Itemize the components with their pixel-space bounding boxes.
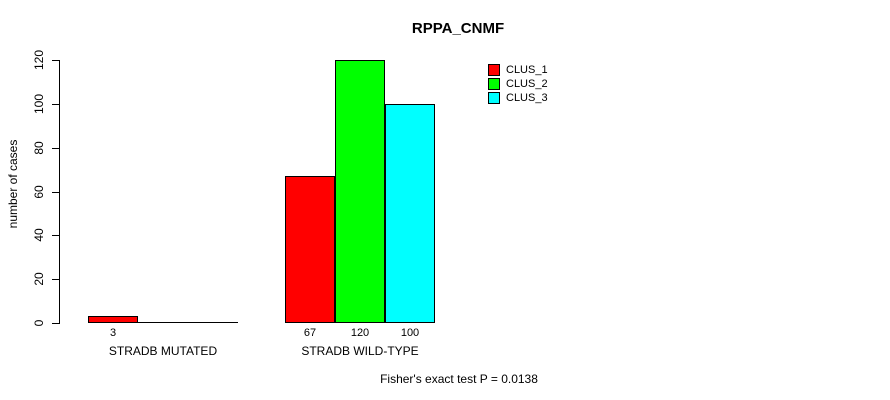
bar-clus-1-stradb-mutated (88, 316, 138, 323)
annotation-fishers-exact-test: Fisher's exact test P = 0.0138 (380, 372, 538, 386)
y-tick-label: 120 (32, 49, 46, 71)
y-tick (52, 148, 59, 149)
y-tick (52, 323, 59, 324)
legend-label-clus-2: CLUS_2 (506, 78, 548, 90)
bar-clus-3-stradb-mutated (188, 322, 238, 323)
bar-clus-1-stradb-wild-type (285, 176, 335, 323)
chart-title: RPPA_CNMF (411, 20, 505, 37)
legend-label-clus-3: CLUS_3 (506, 92, 548, 104)
legend-swatch-clus-2 (488, 78, 500, 90)
y-axis-line (59, 60, 60, 324)
y-tick-label: 80 (32, 141, 46, 155)
y-tick-label: 40 (32, 228, 46, 242)
bar-value-label: 67 (303, 327, 317, 339)
y-tick (52, 60, 59, 61)
legend-swatch-clus-3 (488, 92, 500, 104)
y-tick (52, 279, 59, 280)
category-label-stradb-mutated: STRADB MUTATED (108, 344, 218, 358)
legend-label-clus-1: CLUS_1 (506, 64, 548, 76)
y-tick-label: 0 (32, 319, 46, 327)
bar-value-label: 100 (400, 327, 420, 339)
y-tick (52, 235, 59, 236)
bar-clus-2-stradb-mutated (138, 322, 188, 323)
bar-value-label: 120 (350, 327, 370, 339)
legend-swatch-clus-1 (488, 64, 500, 76)
category-label-stradb-wild-type: STRADB WILD-TYPE (301, 344, 419, 358)
bar-clus-3-stradb-wild-type (385, 104, 435, 323)
bar-clus-2-stradb-wild-type (335, 60, 385, 323)
y-tick-label: 20 (32, 272, 46, 286)
y-tick (52, 104, 59, 105)
bar-value-label: 3 (109, 327, 117, 339)
y-tick-label: 60 (32, 185, 46, 199)
y-tick (52, 192, 59, 193)
y-tick-label: 100 (32, 93, 46, 115)
